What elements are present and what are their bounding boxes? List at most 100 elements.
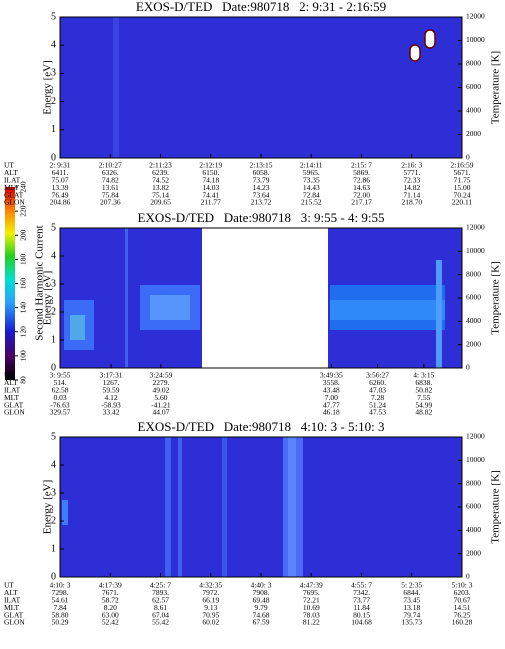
table-cell: 73.64 <box>253 190 270 199</box>
table-cell: 46.18 <box>323 408 340 417</box>
table-cell: 67.59 <box>253 618 270 627</box>
table-cell: 48.82 <box>415 408 432 417</box>
table-cell: 7908. <box>253 588 270 597</box>
table-cell: 7.00 <box>325 393 338 402</box>
table-cell: 11.84 <box>353 603 370 612</box>
table-cell: 7893. <box>152 588 169 597</box>
table-cell: 74.82 <box>102 176 119 185</box>
table-cell: 6150. <box>202 168 219 177</box>
colorbar-label: Second Harmonic Current <box>34 225 46 340</box>
y2-tick-label: 10000 <box>466 455 485 464</box>
table-cell: 8.20 <box>104 603 117 612</box>
row-label: UT <box>4 161 14 170</box>
table-cell: 47.03 <box>369 386 386 395</box>
y2-axis-label: Temperature [K] <box>490 51 502 124</box>
table-cell: 75.14 <box>152 190 169 199</box>
table-cell: 7671. <box>102 588 119 597</box>
table-cell: 58.80 <box>52 610 69 619</box>
y-tick-label: 4 <box>51 39 56 50</box>
table-cell: 6203. <box>454 588 471 597</box>
table-cell: 7.28 <box>371 393 384 402</box>
table-cell: 514. <box>53 378 66 387</box>
table-cell: 72.86 <box>353 176 370 185</box>
table-cell: 72.33 <box>403 176 420 185</box>
table-cell: 104.68 <box>351 618 372 627</box>
table-cell: 135.73 <box>401 618 422 627</box>
y-tick-label: 1 <box>51 334 56 345</box>
spectrogram-2 <box>60 228 462 368</box>
table-cell: 2:10:27 <box>99 161 122 170</box>
table-cell: 58.72 <box>102 596 119 605</box>
table-cell: 49.02 <box>152 386 169 395</box>
table-cell: 14.03 <box>202 183 219 192</box>
table-cell: 9.79 <box>254 603 267 612</box>
colorbar <box>5 187 15 380</box>
table-cell: 15.00 <box>454 183 471 192</box>
y2-tick-label: 4000 <box>466 316 481 325</box>
table-cell: 6326. <box>102 168 119 177</box>
colorbar-tick-label: 100 <box>19 350 28 362</box>
y2-tick-label: 8000 <box>466 269 481 278</box>
y-tick-label: 5 <box>51 431 56 442</box>
table-cell: 3:17:31 <box>100 371 123 380</box>
table-cell: 71.14 <box>403 190 420 199</box>
table-cell: 72.21 <box>303 596 320 605</box>
table-cell: 4:40: 3 <box>250 581 271 590</box>
table-cell: 70.24 <box>454 190 471 199</box>
table-cell: 47.77 <box>323 400 340 409</box>
y2-tick-label: 0 <box>466 363 470 372</box>
table-cell: 218.70 <box>401 198 422 207</box>
row-label: ILAT <box>4 596 21 605</box>
row-label: ILAT <box>4 176 21 185</box>
table-cell: 13.39 <box>52 183 69 192</box>
table-cell: 14.82 <box>403 183 420 192</box>
row-label: UT <box>4 581 14 590</box>
y2-axis-label: Temperature [K] <box>490 470 502 543</box>
table-cell: 73.77 <box>353 596 370 605</box>
table-cell: 6239. <box>152 168 169 177</box>
y-tick-label: 2 <box>51 306 56 317</box>
y-tick-label: 4 <box>51 250 56 261</box>
colorbar-tick-label: 160 <box>19 278 28 290</box>
table-cell: 2:15: 7 <box>351 161 372 170</box>
table-cell: 59.59 <box>103 386 120 395</box>
table-cell: 220.11 <box>452 198 473 207</box>
y-tick-label: 1 <box>51 124 56 135</box>
row-label: MLT <box>4 603 20 612</box>
table-cell: 47.53 <box>369 408 386 417</box>
y2-tick-label: 4000 <box>466 106 481 115</box>
table-cell: 7.55 <box>417 393 430 402</box>
chart-title: EXOS-D/TED Date:980718 4:10: 3 - 5:10: 3 <box>138 419 385 434</box>
spectrogram-3 <box>60 437 462 577</box>
table-cell: 0.03 <box>53 393 66 402</box>
y2-tick-label: 2000 <box>466 548 481 557</box>
table-cell: 73.35 <box>303 176 320 185</box>
y-axis-label: Energy [eV] <box>42 271 54 325</box>
table-cell: 5965. <box>303 168 320 177</box>
y2-tick-label: 8000 <box>466 478 481 487</box>
table-cell: 3:24:59 <box>149 371 172 380</box>
table-cell: 75.84 <box>102 190 119 199</box>
table-cell: 14.23 <box>253 183 270 192</box>
table-cell: 4:17:39 <box>99 581 122 590</box>
row-label: GLON <box>4 618 25 627</box>
table-cell: 43.48 <box>323 386 340 395</box>
colorbar-tick-label: 180 <box>19 254 28 266</box>
table-cell: 60.02 <box>202 618 219 627</box>
colorbar-tick-label: 240 <box>19 181 28 193</box>
y2-tick-label: 10000 <box>466 246 485 255</box>
table-cell: 63.00 <box>102 610 119 619</box>
table-cell: -41.21 <box>151 400 171 409</box>
table-cell: 6260. <box>369 378 386 387</box>
row-label: ALT <box>4 168 18 177</box>
y-tick-label: 4 <box>51 459 56 470</box>
table-cell: 5771. <box>403 168 420 177</box>
y-tick-label: 0 <box>51 362 56 373</box>
colorbar-tick-label: 140 <box>19 302 28 314</box>
y2-tick-label: 12000 <box>466 432 485 441</box>
table-cell: 54.61 <box>52 596 69 605</box>
table-cell: 62.58 <box>52 386 69 395</box>
table-cell: 7342. <box>353 588 370 597</box>
table-cell: 3:56:27 <box>366 371 389 380</box>
